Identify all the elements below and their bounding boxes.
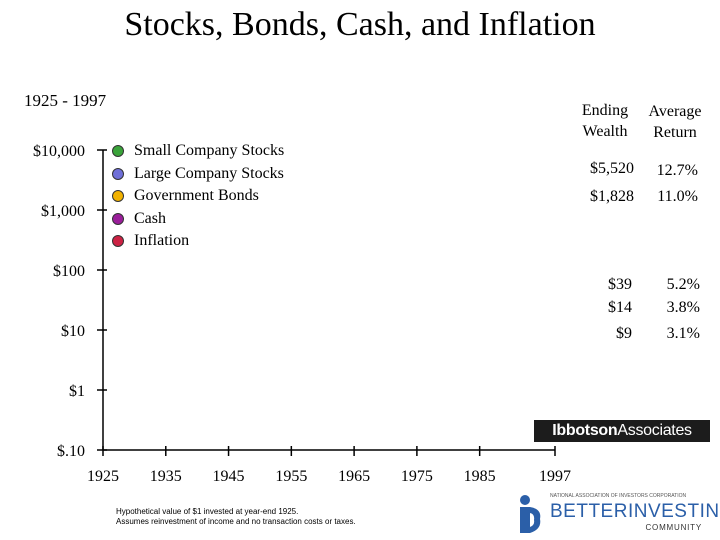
footnote-line1: Hypothetical value of $1 invested at yea… (116, 507, 299, 516)
legend-dot-icon (112, 167, 124, 180)
legend-label: Large Company Stocks (134, 164, 284, 182)
return-government-bonds: 5.2% (666, 276, 700, 293)
avg-header-line2: Return (653, 124, 697, 141)
return-cash: 3.8% (666, 299, 700, 316)
legend-item-government-bonds: Government Bonds (112, 185, 284, 208)
y-tick-label: $10,000 (33, 143, 85, 160)
ending-wealth-header: Ending Wealth (572, 100, 638, 142)
ending-wealth-large-company: $1,828 (590, 188, 634, 205)
betterinvesting-tagline: NATIONAL ASSOCIATION OF INVESTORS CORPOR… (550, 493, 687, 499)
chart-title: Stocks, Bonds, Cash, and Inflation (124, 6, 596, 43)
ending-wealth-government-bonds: $39 (608, 276, 632, 293)
x-tick-label: 1965 (338, 468, 370, 485)
average-return-header: Average Return (642, 101, 708, 143)
betterinvesting-community: COMMUNITY (645, 523, 702, 532)
axes: $.10 $1 $10 $100 $1,000 $10,000 1925 1935 1945 19… (33, 143, 571, 485)
ibbotson-logo-bold: Ibbotson (552, 422, 618, 439)
legend-item-large-company-stocks: Large Company Stocks (112, 163, 284, 186)
legend: Small Company Stocks Large Company Stock… (112, 140, 284, 253)
y-tick-label: $.10 (57, 443, 85, 460)
ending-header-line2: Wealth (582, 123, 628, 140)
ending-header-line1: Ending (581, 102, 629, 119)
footnote: Hypothetical value of $1 invested at yea… (116, 507, 356, 527)
return-inflation: 3.1% (666, 325, 700, 342)
return-large-company: 11.0% (657, 188, 698, 205)
y-tick-label: $10 (61, 323, 85, 340)
betterinvesting-logo: NATIONAL ASSOCIATION OF INVESTORS CORPOR… (518, 493, 720, 535)
legend-dot-icon (112, 145, 124, 158)
x-tick-label: 1935 (150, 468, 182, 485)
legend-label: Cash (134, 209, 166, 227)
legend-dot-icon (112, 212, 124, 225)
legend-dot-icon (112, 190, 124, 203)
avg-header-line1: Average (648, 103, 702, 120)
legend-label: Small Company Stocks (134, 142, 285, 160)
legend-item-cash: Cash (112, 208, 284, 231)
x-tick-label: 1955 (275, 468, 307, 485)
period-label: 1925 - 1997 (24, 91, 107, 110)
legend-dot-icon (112, 235, 124, 248)
x-tick-label: 1997 (539, 468, 571, 485)
legend-label: Government Bonds (134, 187, 259, 205)
ibbotson-logo: Ibbotson Associates (534, 420, 710, 442)
x-tick-label: 1985 (464, 468, 496, 485)
betterinvesting-mark-icon (520, 495, 541, 533)
ibbotson-logo-rest: Associates (617, 422, 692, 439)
y-tick-label: $100 (53, 263, 85, 280)
ending-wealth-cash: $14 (608, 299, 632, 316)
x-tick-label: 1975 (401, 468, 433, 485)
y-tick-label: $1 (69, 383, 85, 400)
footnote-line2: Assumes reinvestment of income and no tr… (116, 517, 356, 526)
x-tick-label: 1945 (213, 468, 245, 485)
ending-wealth-small-company: $5,520 (590, 160, 634, 177)
betterinvesting-name: BETTERINVESTING (550, 501, 720, 522)
legend-label: Inflation (134, 232, 190, 250)
ending-wealth-inflation: $9 (616, 325, 632, 342)
return-small-company: 12.7% (656, 162, 698, 179)
legend-item-small-company-stocks: Small Company Stocks (112, 140, 284, 163)
y-tick-label: $1,000 (41, 203, 85, 220)
legend-item-inflation: Inflation (112, 230, 284, 253)
x-tick-label: 1925 (87, 468, 119, 485)
